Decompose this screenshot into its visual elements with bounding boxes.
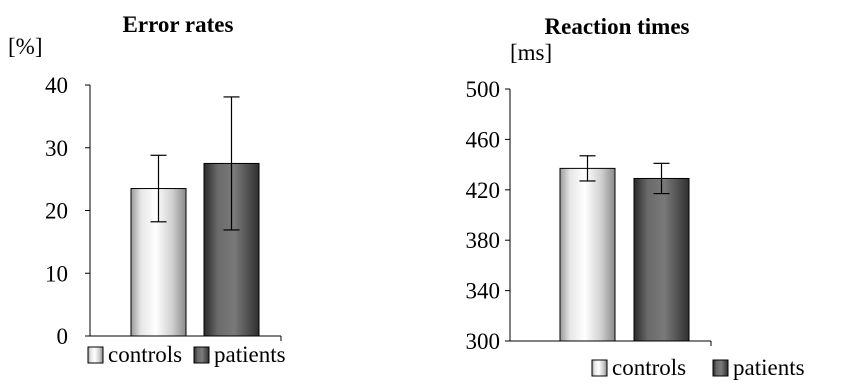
reaction-times-legend-swatch-patients xyxy=(712,359,729,377)
error-rates-legend-label-patients: patients xyxy=(214,342,286,367)
reaction-times-bar-patients xyxy=(633,177,690,342)
reaction-times-y-tick-label: 380 xyxy=(466,228,501,253)
error-rates-y-tick-label: 0 xyxy=(57,324,69,349)
reaction-times-y-tick-label: 300 xyxy=(466,329,501,354)
error-rates-y-tick-label: 40 xyxy=(45,73,68,98)
error-rates-legend-swatch-patients xyxy=(193,346,210,364)
reaction-times-y-tick-label: 500 xyxy=(466,77,501,102)
reaction-times-legend-swatch-controls xyxy=(591,359,608,377)
error-rates-y-tick-label: 20 xyxy=(45,199,68,224)
error-rates-title: Error rates xyxy=(123,12,234,37)
reaction-times-y-tick-label: 460 xyxy=(466,127,501,152)
error-rates-y-tick-label: 30 xyxy=(45,136,68,161)
reaction-times-legend-label-patients: patients xyxy=(733,355,805,380)
error-rates-legend-swatch-controls xyxy=(87,346,104,364)
reaction-times-y-tick-label: 340 xyxy=(466,279,501,304)
error-rates-y-tick-label: 10 xyxy=(45,261,68,286)
error-rates-chart: Error rates [%] 0 10 20 30 40 controls patients xyxy=(8,12,286,367)
reaction-times-ylabel: [ms] xyxy=(510,40,552,65)
error-rates-legend-label-controls: controls xyxy=(108,342,182,367)
reaction-times-chart: Reaction times[ms] 300 340 380 420 460 500 cont… xyxy=(466,14,805,380)
error-rates-ylabel: [%] xyxy=(8,34,42,59)
reaction-times-title: Reaction times xyxy=(545,14,690,39)
reaction-times-legend-label-controls: controls xyxy=(612,355,686,380)
reaction-times-y-tick-label: 420 xyxy=(466,178,501,203)
reaction-times-bar-controls xyxy=(559,167,616,342)
